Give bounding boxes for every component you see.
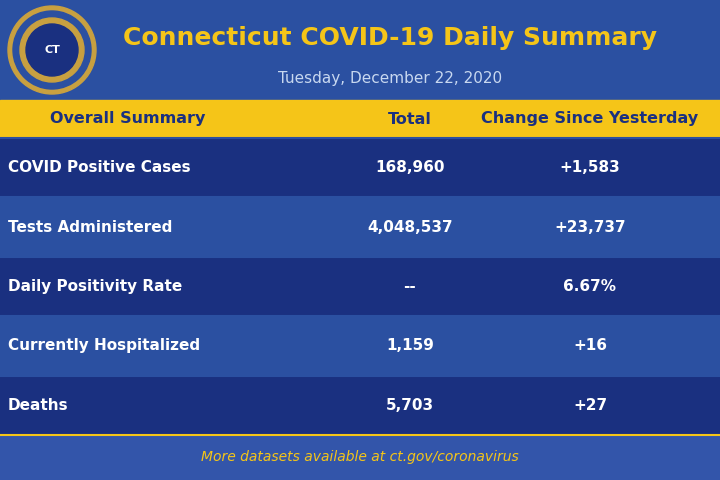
Bar — [0, 435, 720, 480]
Text: 5,703: 5,703 — [386, 398, 434, 413]
Text: Connecticut COVID-19 Daily Summary: Connecticut COVID-19 Daily Summary — [123, 26, 657, 50]
Text: +1,583: +1,583 — [559, 160, 621, 175]
Bar — [0, 197, 720, 257]
Text: More datasets available at ct.gov/coronavirus: More datasets available at ct.gov/corona… — [201, 451, 519, 465]
Text: +27: +27 — [573, 398, 607, 413]
Text: CT: CT — [44, 45, 60, 55]
Text: 1,159: 1,159 — [386, 338, 434, 353]
Text: 4,048,537: 4,048,537 — [367, 220, 453, 235]
Text: Change Since Yesterday: Change Since Yesterday — [482, 111, 698, 127]
Circle shape — [13, 11, 91, 89]
Text: +16: +16 — [573, 338, 607, 353]
Bar — [0, 316, 720, 375]
Text: Deaths: Deaths — [8, 398, 68, 413]
Text: Tests Administered: Tests Administered — [8, 220, 172, 235]
Circle shape — [8, 6, 96, 94]
Bar — [0, 257, 720, 316]
Text: Tuesday, December 22, 2020: Tuesday, December 22, 2020 — [278, 71, 502, 85]
Text: COVID Positive Cases: COVID Positive Cases — [8, 160, 191, 175]
Text: Daily Positivity Rate: Daily Positivity Rate — [8, 279, 182, 294]
Text: 6.67%: 6.67% — [564, 279, 616, 294]
Bar — [0, 138, 720, 197]
Text: 168,960: 168,960 — [375, 160, 445, 175]
Bar — [0, 100, 720, 138]
Text: Currently Hospitalized: Currently Hospitalized — [8, 338, 200, 353]
Text: --: -- — [404, 279, 416, 294]
Text: Overall Summary: Overall Summary — [50, 111, 206, 127]
Circle shape — [26, 24, 78, 76]
Text: +23,737: +23,737 — [554, 220, 626, 235]
Text: Total: Total — [388, 111, 432, 127]
Circle shape — [20, 18, 84, 82]
Bar — [0, 0, 720, 100]
Bar — [0, 375, 720, 435]
